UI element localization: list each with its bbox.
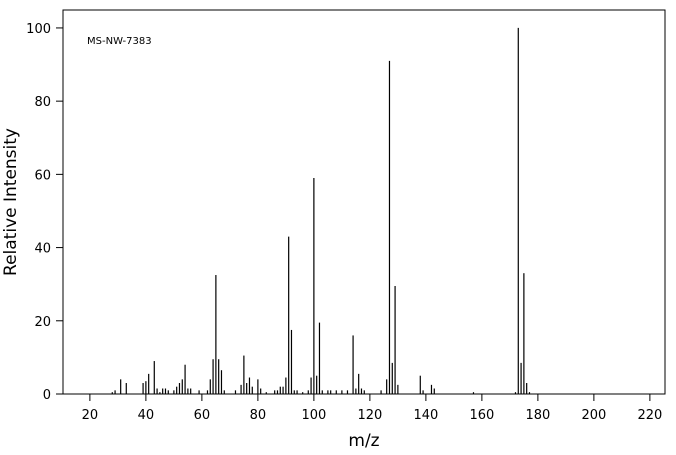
x-axis-label: m/z: [348, 431, 379, 451]
y-tick-label: 100: [26, 22, 51, 37]
annotation: MS-NW-7383: [87, 36, 152, 47]
y-tick-label: 80: [34, 95, 51, 110]
x-tick-label: 140: [413, 408, 438, 423]
y-tick-label: 60: [34, 168, 51, 183]
y-tick-label: 40: [34, 242, 51, 257]
y-tick-label: 20: [34, 315, 51, 330]
x-tick-label: 60: [194, 408, 211, 423]
x-tick-label: 180: [525, 408, 550, 423]
x-tick-label: 80: [250, 408, 267, 423]
x-tick-label: 100: [301, 408, 326, 423]
plot-frame: [62, 9, 666, 395]
x-tick-label: 20: [82, 408, 99, 423]
x-tick-label: 200: [581, 408, 606, 423]
y-tick-label: 0: [43, 388, 51, 403]
x-tick-label: 160: [469, 408, 494, 423]
y-axis-label: Relative Intensity: [1, 128, 21, 276]
x-tick-label: 120: [357, 408, 382, 423]
x-tick-label: 220: [637, 408, 662, 423]
x-tick-label: 40: [138, 408, 155, 423]
